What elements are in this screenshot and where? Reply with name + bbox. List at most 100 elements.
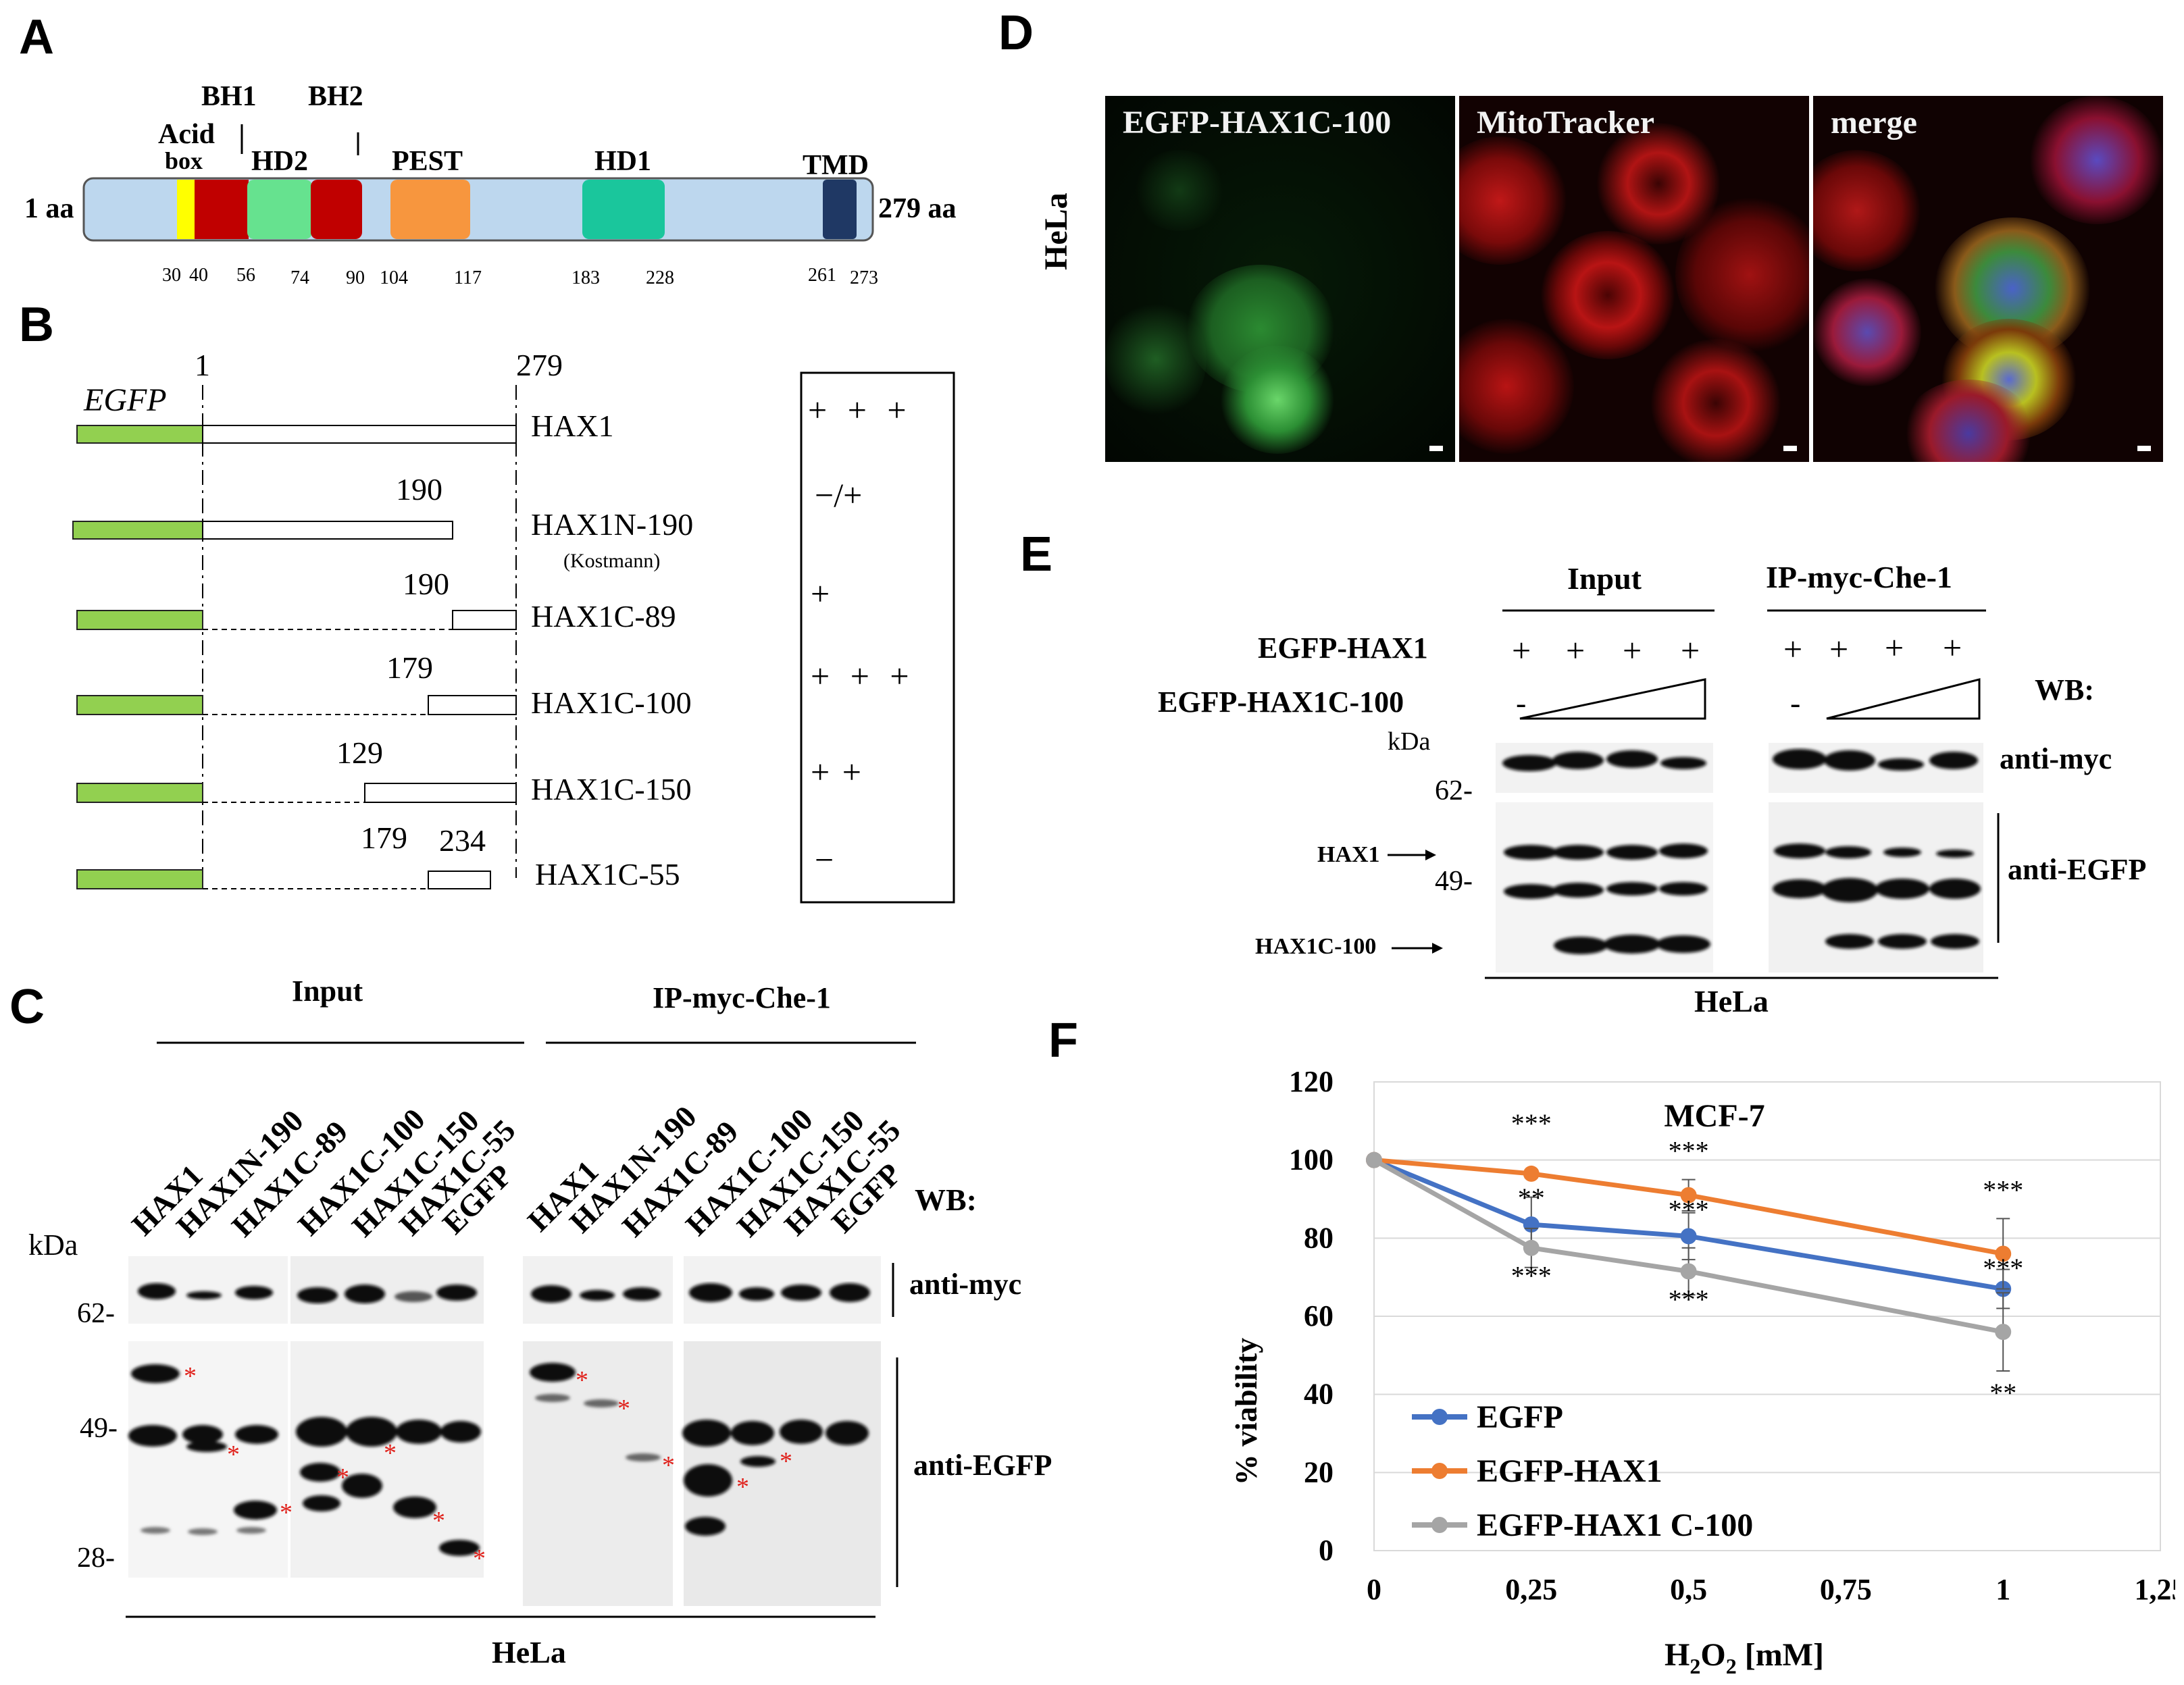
construct-start: 1 [195, 348, 210, 382]
hd1-label: HD1 [594, 146, 651, 177]
d-label-egfp: EGFP-HAX1C-100 [1123, 105, 1392, 140]
tick-30: 30 [162, 265, 181, 286]
significance-label: ** [1989, 1378, 2016, 1408]
hd1-domain [582, 180, 665, 239]
c-asterisk: * [184, 1362, 197, 1391]
binding-hax1c-89: + [811, 575, 830, 613]
significance-label: *** [1669, 1136, 1709, 1166]
e-sign-6: + [1829, 630, 1848, 668]
label-hax1c-55-start: 179 [361, 821, 407, 855]
panel-c-blots: Input IP-myc-Che-1 HAX1 HAX1N-190 HAX1C-… [28, 975, 1052, 1669]
c-wb-label: WB: [915, 1183, 977, 1217]
e-arrow-hax1-label: HAX1 [1317, 842, 1380, 867]
acid-box-domain [177, 180, 195, 239]
panel-a-domain-map: Acid box BH1 BH2 HD2 PEST HD1 TMD 1 aa 2… [24, 81, 957, 288]
e-blot-anti-myc: anti-myc [2000, 742, 2112, 775]
e-sign-7: + [1885, 629, 1904, 667]
x-tick-label: 1,25 [2135, 1573, 2176, 1606]
data-point [1680, 1263, 1697, 1280]
e-sign-3: + [1623, 631, 1642, 669]
svg-text:*: * [473, 1545, 486, 1573]
construct-name-hax1c-100: HAX1C-100 [531, 685, 692, 720]
x-tick-label: 0,75 [1820, 1573, 1872, 1606]
c-ip-header: IP-myc-Che-1 [653, 981, 831, 1014]
significance-label: *** [1983, 1175, 2023, 1206]
e-ip-header: IP-myc-Che-1 [1766, 560, 1952, 594]
bh1-label: BH1 [201, 81, 257, 112]
data-point [1366, 1151, 1382, 1168]
legend-marker [1431, 1517, 1448, 1533]
acid-box-label-1: Acid [158, 119, 215, 150]
svg-text:*: * [432, 1507, 445, 1535]
tmd-label: TMD [803, 150, 869, 181]
tick-228: 228 [646, 267, 674, 288]
tick-74: 74 [290, 267, 309, 288]
svg-text:*: * [336, 1463, 349, 1492]
c-cell-line: HeLa [492, 1635, 566, 1669]
bh2-label: BH2 [308, 81, 363, 112]
construct-note-kostmann: (Kostmann) [563, 550, 660, 572]
construct-end: 279 [516, 348, 563, 382]
binding-hax1n-190: −/+ [815, 476, 862, 514]
domain-map-end: 279 aa [878, 193, 957, 224]
y-tick-label: 120 [1289, 1065, 1334, 1098]
tick-104: 104 [380, 267, 408, 288]
e-sign-8: + [1943, 629, 1962, 667]
label-hax1c-150-start: 129 [336, 735, 383, 770]
e-row2-label: EGFP-HAX1C-100 [1158, 685, 1404, 719]
tick-273: 273 [850, 267, 878, 288]
acid-box-label-2: box [165, 147, 203, 174]
tick-90: 90 [346, 267, 365, 288]
y-tick-label: 60 [1304, 1299, 1334, 1332]
e-marker-62: 62- [1435, 775, 1473, 806]
e-sign-1: + [1512, 631, 1531, 669]
e-row1-label: EGFP-HAX1 [1258, 631, 1428, 665]
e-blot-anti-egfp: anti-EGFP [2008, 853, 2146, 886]
y-tick-label: 80 [1304, 1221, 1334, 1254]
y-tick-label: 20 [1304, 1455, 1334, 1488]
panel-b-constructs: EGFP 1 279 HAX1 190 HAX1N-190 (Kostmann)… [72, 348, 955, 904]
legend-label: EGFP-HAX1 C-100 [1477, 1507, 1753, 1543]
pest-label: PEST [392, 146, 463, 177]
panel-letter-f: F [1048, 1014, 1078, 1068]
egfp-label: EGFP [83, 382, 167, 418]
d-image-mitotracker: MitoTracker [1459, 96, 1809, 462]
hd2-label: HD2 [251, 146, 308, 177]
x-tick-label: 0 [1367, 1573, 1381, 1606]
e-wb-label: WB: [2035, 673, 2094, 706]
bh2-domain [311, 180, 362, 239]
significance-label: *** [1983, 1253, 2023, 1283]
e-gradient-ip [1826, 678, 1981, 720]
svg-text:*: * [662, 1451, 675, 1480]
tick-183: 183 [572, 267, 600, 288]
data-point [1523, 1165, 1540, 1182]
panel-f-chart: MCF-7 % viability H2O2 [mM] 020406080100… [1229, 1065, 2176, 1678]
panel-letter-c: C [9, 980, 45, 1034]
chart-ylabel: % viability [1229, 1338, 1263, 1486]
x-tick-label: 0,5 [1670, 1573, 1707, 1606]
c-marker-62: 62- [77, 1298, 115, 1329]
bh1-domain [195, 180, 249, 239]
construct-name-hax1: HAX1 [531, 409, 614, 443]
binding-hax1c-55: − [815, 841, 834, 879]
significance-label: *** [1669, 1194, 1709, 1224]
legend-label: EGFP-HAX1 [1477, 1453, 1662, 1489]
label-hax1n-190-end: 190 [396, 472, 442, 507]
construct-name-hax1n-190: HAX1N-190 [531, 507, 693, 542]
panel-letter-d: D [998, 6, 1034, 60]
e-gradient-input [1519, 678, 1706, 720]
data-point [1995, 1245, 2012, 1262]
panel-letter-a: A [19, 10, 54, 64]
construct-name-hax1c-89: HAX1C-89 [531, 599, 676, 633]
e-cell-line: HeLa [1694, 984, 1769, 1018]
panel-letter-e: E [1020, 527, 1053, 581]
tick-40: 40 [189, 265, 208, 286]
svg-text:*: * [227, 1441, 240, 1469]
svg-text:*: * [736, 1473, 749, 1501]
label-hax1c-100-start: 179 [386, 650, 433, 685]
data-point [1523, 1239, 1540, 1256]
e-sign-4: + [1681, 631, 1700, 669]
tick-261: 261 [808, 265, 836, 286]
data-point [1680, 1187, 1697, 1203]
chart-xlabel: H2O2 [mM] [1665, 1637, 1824, 1678]
